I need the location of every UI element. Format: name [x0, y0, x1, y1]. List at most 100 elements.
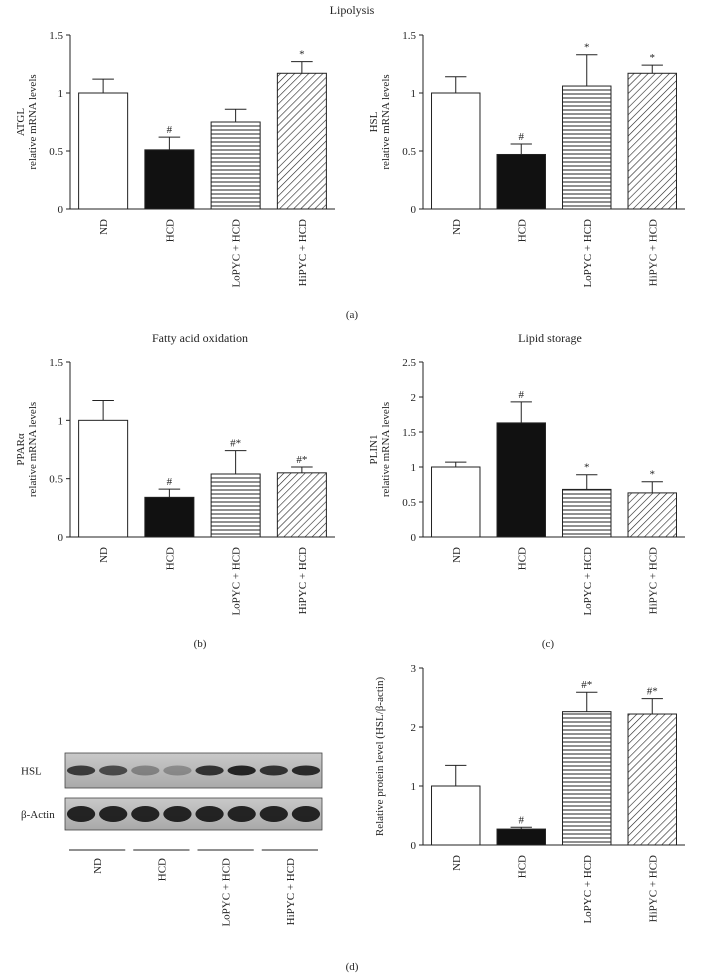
blot-band [259, 765, 288, 776]
y-axis-label: ATGL [15, 108, 27, 136]
bar-annotation: #* [230, 438, 241, 450]
x-tick-label: HCD [164, 547, 176, 570]
y-tick-label: 1 [411, 462, 417, 474]
bar-annotation: # [167, 124, 173, 136]
bar-annotation: # [519, 131, 525, 143]
bar [496, 153, 546, 210]
y-tick-label: 0.5 [49, 146, 63, 158]
blot-group-label: HiPYC + HCD [285, 858, 297, 925]
group-title: Lipolysis [330, 3, 375, 17]
x-tick-label: ND [98, 547, 110, 563]
y-tick-label: 1 [411, 88, 417, 100]
x-tick-label: ND [451, 855, 463, 871]
blot-band [195, 765, 224, 776]
y-axis-label: PPARα [15, 433, 27, 466]
y-tick-label: 1.5 [49, 30, 63, 42]
y-tick-label: 0 [58, 532, 64, 544]
blot-band [291, 806, 321, 822]
y-tick-label: 1.5 [402, 427, 416, 439]
y-tick-label: 0 [411, 532, 417, 544]
y-tick-label: 1 [58, 415, 64, 427]
y-tick-label: 0 [411, 204, 417, 216]
bar [276, 72, 327, 210]
bar-annotation: #* [581, 679, 592, 691]
x-tick-label: LoPYC + HCD [231, 547, 243, 616]
blot-band [291, 765, 321, 776]
bar [562, 711, 612, 846]
bar [627, 713, 677, 846]
blot-band [163, 765, 192, 776]
x-tick-label: HCD [164, 219, 176, 242]
bar [627, 72, 677, 210]
bar-annotation: #* [296, 454, 307, 466]
y-axis-label: PLIN1 [368, 435, 380, 465]
bar [496, 422, 546, 538]
y-axis-label: relative mRNA levels [27, 74, 39, 169]
panel-label: (d) [346, 961, 359, 973]
bar [562, 85, 612, 210]
y-tick-label: 1 [411, 781, 417, 793]
y-axis-label: relative mRNA levels [27, 402, 39, 497]
y-tick-label: 3 [411, 663, 417, 675]
blot-band [66, 806, 96, 822]
bar [210, 473, 261, 538]
y-axis-label: HSL [368, 111, 380, 132]
bar [144, 149, 195, 210]
bar [627, 492, 677, 538]
y-tick-label: 2 [411, 722, 417, 734]
panel-label: (c) [542, 638, 555, 650]
bar [78, 419, 129, 538]
bar [276, 472, 327, 538]
x-tick-label: LoPYC + HCD [582, 855, 594, 924]
blot-band [227, 765, 256, 776]
blot-row-label: β-Actin [21, 809, 55, 821]
blot-band [195, 806, 224, 822]
bar-annotation: * [584, 462, 590, 474]
x-tick-label: HiPYC + HCD [647, 855, 659, 922]
blot-band [227, 806, 256, 822]
x-tick-label: ND [451, 219, 463, 235]
blot-group-label: HCD [156, 858, 168, 881]
bar-annotation: # [519, 389, 525, 401]
y-tick-label: 0.5 [402, 497, 416, 509]
bar [431, 785, 481, 846]
y-tick-label: 1 [58, 88, 64, 100]
blot-band [131, 765, 160, 776]
y-axis-label: relative mRNA levels [380, 74, 392, 169]
blot-band [99, 765, 128, 776]
y-tick-label: 0 [58, 204, 64, 216]
bar [431, 92, 481, 210]
bar [78, 92, 129, 210]
x-tick-label: HCD [516, 219, 528, 242]
blot-band [259, 806, 288, 822]
y-tick-label: 0 [411, 840, 417, 852]
panel-label: (a) [346, 309, 359, 321]
bar-annotation: * [650, 469, 656, 481]
x-tick-label: LoPYC + HCD [582, 547, 594, 616]
bar [144, 496, 195, 538]
bar-annotation: #* [647, 686, 658, 698]
blot-band [66, 765, 96, 776]
bar [562, 488, 612, 538]
y-tick-label: 1.5 [49, 357, 63, 369]
y-tick-label: 0.5 [49, 474, 63, 486]
blot-row-label: HSL [21, 766, 42, 778]
bar [210, 121, 261, 210]
blot-group-label: ND [92, 858, 104, 874]
bar-annotation: # [167, 476, 173, 488]
panel-label: (b) [194, 638, 207, 650]
blot-band [163, 806, 192, 822]
x-tick-label: HiPYC + HCD [297, 547, 309, 614]
bar-annotation: * [650, 52, 656, 64]
chart-title: Fatty acid oxidation [152, 331, 248, 345]
x-tick-label: HCD [516, 855, 528, 878]
x-tick-label: HiPYC + HCD [647, 219, 659, 286]
y-tick-label: 1.5 [402, 30, 416, 42]
y-tick-label: 0.5 [402, 146, 416, 158]
x-tick-label: HCD [516, 547, 528, 570]
x-tick-label: HiPYC + HCD [297, 219, 309, 286]
blot-band [131, 806, 160, 822]
bar-annotation: * [584, 42, 590, 54]
y-axis-label: Relative protein level (HSL/β-actin) [374, 677, 386, 837]
